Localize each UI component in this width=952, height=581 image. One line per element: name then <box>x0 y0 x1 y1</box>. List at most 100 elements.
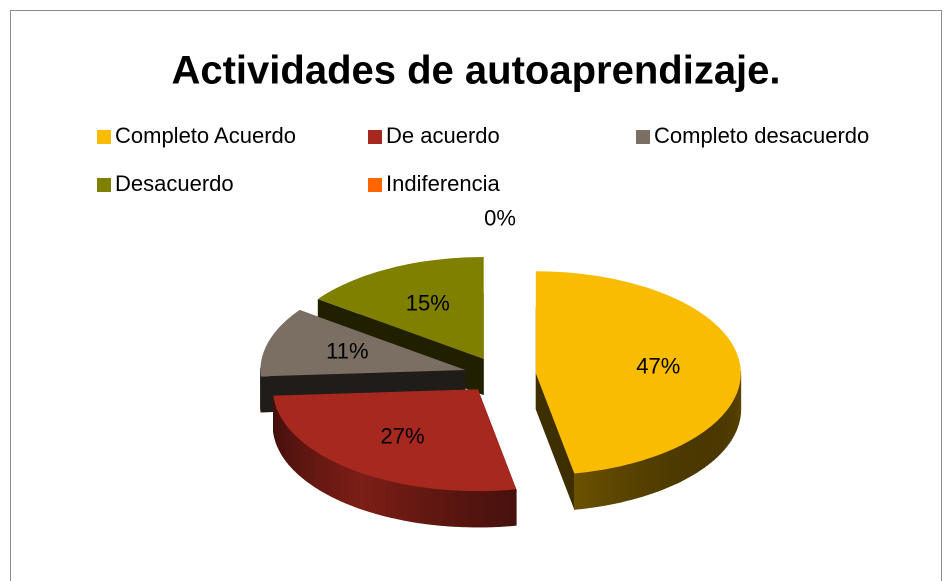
slice-wall <box>510 488 517 527</box>
legend-label: Completo desacuerdo <box>654 123 869 148</box>
slice-wall <box>647 456 653 496</box>
slice-wall <box>662 451 668 490</box>
slice-wall <box>369 475 376 514</box>
slice-wall <box>295 435 300 476</box>
slice-wall <box>485 490 493 528</box>
data-label: 47% <box>636 353 680 378</box>
data-label: 0% <box>484 205 516 230</box>
legend-label: Desacuerdo <box>115 171 234 196</box>
slice-wall <box>380 478 387 517</box>
slice-wall <box>631 461 638 500</box>
slice-wall <box>614 465 622 504</box>
slice-wall <box>680 442 686 482</box>
legend-swatch <box>97 130 111 144</box>
slice-wall <box>603 468 610 506</box>
slice-wall <box>716 417 720 458</box>
slice-wall <box>688 438 694 478</box>
slice-wall <box>591 470 599 508</box>
slice-wall <box>304 443 309 484</box>
legend-label: Indiferencia <box>386 171 501 196</box>
slice-wall <box>609 467 616 505</box>
slice-wall <box>696 433 701 473</box>
slice-wall <box>374 477 381 516</box>
slice-wall <box>315 450 320 491</box>
slice-wall <box>684 440 690 480</box>
slice-wall <box>473 490 481 528</box>
slice-wall <box>585 471 593 509</box>
slice-wall <box>479 490 487 528</box>
slice-wall <box>335 462 341 502</box>
slice-wall <box>298 438 303 479</box>
slice-wall <box>455 490 462 528</box>
legend-swatch <box>368 178 382 192</box>
slice-wall <box>626 463 632 502</box>
legend-label: Completo Acuerdo <box>115 123 296 148</box>
slice-wall <box>722 411 726 453</box>
legend-swatch <box>368 130 382 144</box>
slice-wall <box>467 490 475 528</box>
slice-wall <box>349 468 355 508</box>
chart-title: Actividades de autoaprendizaje. <box>171 49 780 93</box>
slice-wall <box>359 472 365 511</box>
slice-wall <box>449 489 456 527</box>
slice-wall <box>354 470 360 509</box>
slice-wall <box>676 445 682 485</box>
legend-label: De acuerdo <box>386 123 500 148</box>
slice-wall <box>704 428 708 469</box>
slice-wall <box>319 453 324 493</box>
slice-wall <box>574 472 581 510</box>
slice-wall <box>642 458 648 497</box>
slice-side <box>535 373 575 510</box>
slice-wall <box>288 427 292 468</box>
legend-swatch <box>97 178 111 192</box>
slice-wall <box>344 466 351 506</box>
slice-wall <box>726 406 730 447</box>
data-label: 15% <box>406 290 450 315</box>
slice-wall <box>443 489 450 527</box>
slice-wall <box>666 449 673 489</box>
slice-wall <box>327 458 333 498</box>
slice-top <box>273 389 517 492</box>
slice-wall <box>710 423 715 464</box>
slice-wall <box>331 460 337 500</box>
slice-wall <box>385 479 392 518</box>
slice-wall <box>364 473 371 513</box>
slice <box>273 389 517 528</box>
slice-wall <box>293 432 297 473</box>
slice-wall <box>497 489 505 528</box>
slice-wall <box>461 490 469 528</box>
slice-wall <box>437 488 444 527</box>
slice-wall <box>636 460 643 499</box>
slice-wall <box>620 464 627 503</box>
slice-wall <box>692 435 698 476</box>
slice-wall <box>407 484 415 523</box>
slice-wall <box>391 481 398 520</box>
slice-wall <box>713 420 718 461</box>
slice-wall <box>413 485 421 524</box>
slice-wall <box>579 471 587 510</box>
slice-wall <box>671 447 677 487</box>
slice-wall <box>707 425 712 466</box>
slice-top <box>260 310 466 377</box>
slice-top <box>535 271 741 474</box>
slice-wall <box>504 489 511 527</box>
slice-wall <box>657 453 663 492</box>
slice-wall <box>323 455 328 496</box>
slice-wall <box>290 429 294 471</box>
slice-wall <box>285 424 289 465</box>
slice-wall <box>652 454 658 494</box>
legend-swatch <box>636 130 650 144</box>
slice-wall <box>311 448 316 489</box>
slice-wall <box>719 414 723 456</box>
data-label: 11% <box>326 339 368 364</box>
slice-wall <box>308 446 313 486</box>
slice-wall <box>283 421 287 462</box>
slice-wall <box>597 469 604 507</box>
slice-top <box>317 257 484 359</box>
slice-wall <box>419 486 426 525</box>
slice-wall <box>396 482 403 521</box>
slice <box>535 271 742 510</box>
slice-wall <box>724 409 728 450</box>
slice-wall <box>301 440 306 481</box>
